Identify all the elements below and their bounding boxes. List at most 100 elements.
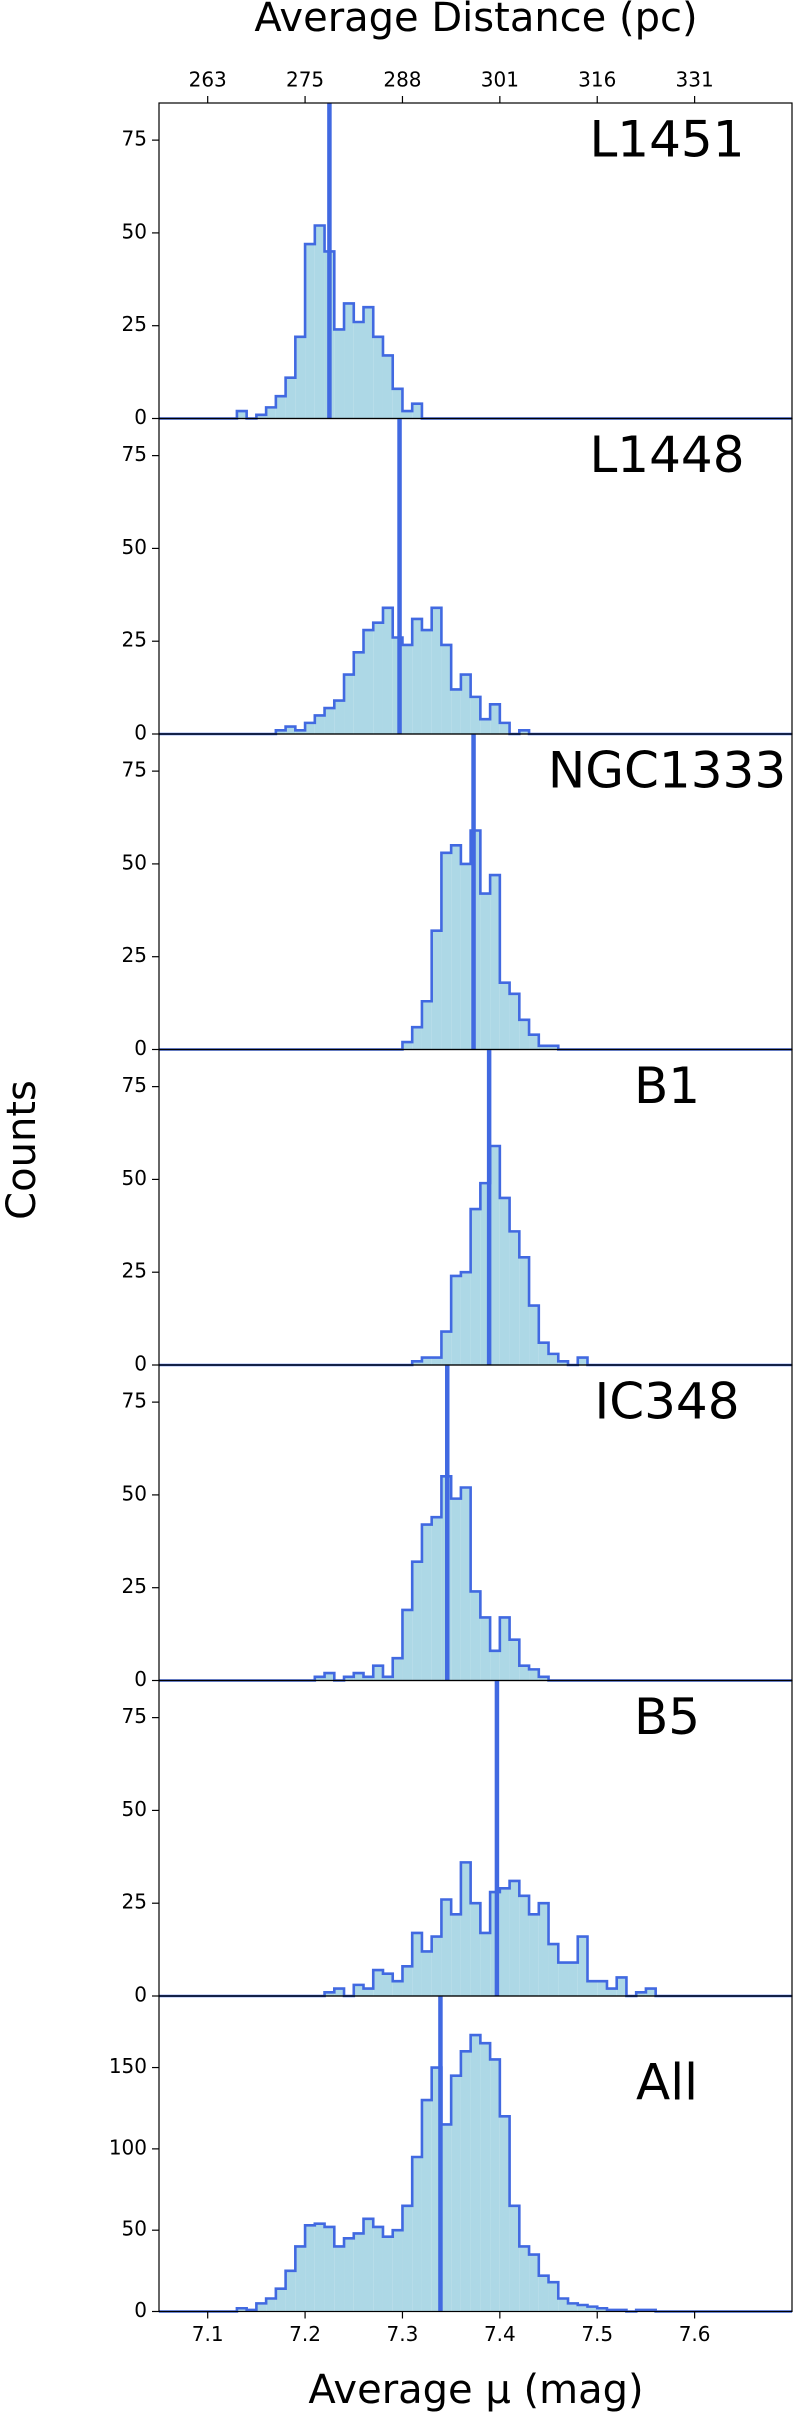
- y-tick-label: 75: [122, 1073, 147, 1097]
- histogram-bar: [451, 689, 461, 734]
- histogram-outline: [159, 606, 792, 736]
- y-tick-label: 75: [122, 1389, 147, 1413]
- histogram-bar: [529, 1305, 539, 1365]
- histogram-outline: [159, 829, 792, 1051]
- y-tick-label: 0: [134, 1983, 147, 2007]
- histogram-bar: [460, 674, 471, 734]
- histogram-bar: [324, 708, 335, 734]
- histogram-bar: [538, 1045, 549, 1050]
- histogram-bar: [402, 1609, 413, 1681]
- histogram-outline: [159, 1861, 792, 1998]
- histogram-bar: [499, 1888, 510, 1996]
- histogram-bar: [460, 2051, 471, 2312]
- histogram-bar: [587, 1981, 598, 1996]
- y-tick-label: 75: [122, 442, 147, 466]
- histogram-bar: [519, 730, 530, 734]
- y-tick-label: 25: [122, 628, 147, 652]
- x-tick-label: 7.3: [387, 2322, 419, 2346]
- histogram-bar: [295, 2246, 306, 2312]
- histogram-bar: [441, 852, 452, 1050]
- histogram-bar: [509, 1231, 520, 1365]
- histogram-bar: [285, 726, 296, 734]
- histogram-bar: [412, 403, 422, 419]
- histogram-bar: [441, 2124, 452, 2312]
- histogram-bar: [353, 2233, 364, 2312]
- histogram-bar: [344, 674, 354, 734]
- histogram-bar: [538, 2275, 549, 2312]
- histogram-bar: [636, 1992, 646, 1996]
- histogram-bar: [324, 2226, 335, 2312]
- histogram-bar: [529, 1914, 539, 1996]
- histogram-bar: [597, 2308, 607, 2312]
- histogram-bar: [421, 2100, 432, 2312]
- histogram-bar: [460, 1487, 471, 1681]
- histogram-bar: [597, 1981, 607, 1996]
- histogram-bar: [256, 2303, 267, 2312]
- y-tick-label: 0: [134, 405, 147, 429]
- histogram-bar: [344, 1676, 354, 1681]
- top-tick-label: 263: [189, 68, 227, 92]
- y-tick-label: 25: [122, 1574, 147, 1598]
- histogram-bar: [499, 1617, 510, 1681]
- histogram-bar: [412, 1932, 422, 1996]
- y-tick-label: 75: [122, 758, 147, 782]
- histogram-outline: [159, 1144, 792, 1367]
- histogram-bar: [460, 863, 471, 1050]
- histogram-bar: [490, 1146, 500, 1365]
- histogram-bar: [548, 2282, 559, 2312]
- histogram-bar: [421, 1951, 432, 1996]
- histogram-bar: [431, 2067, 442, 2312]
- histogram-bar: [460, 1272, 471, 1365]
- histogram-bar: [470, 1591, 481, 1681]
- histogram-bar: [519, 2246, 530, 2312]
- panel-label: L1448: [589, 426, 744, 484]
- histogram-bar: [509, 993, 520, 1050]
- histogram-bar: [402, 1042, 413, 1050]
- histogram-bar: [431, 930, 442, 1050]
- top-axis-label: Average Distance (pc): [254, 0, 697, 41]
- x-tick-label: 7.2: [289, 2322, 321, 2346]
- histogram-bar: [363, 2218, 374, 2312]
- y-tick-label: 25: [122, 1890, 147, 1914]
- histogram-bar: [392, 1658, 403, 1681]
- y-tick-label: 25: [122, 1259, 147, 1283]
- histogram-bar: [431, 1517, 442, 1681]
- x-tick-label: 7.6: [679, 2322, 711, 2346]
- histogram-bar: [285, 377, 296, 419]
- histogram-bar: [480, 893, 491, 1050]
- panel-label: All: [636, 2054, 698, 2112]
- histogram-bar: [577, 1936, 588, 1996]
- panel-label: B5: [634, 1688, 700, 1746]
- histogram-bar: [314, 715, 325, 734]
- histogram-bar: [538, 1676, 549, 1681]
- histogram-bar: [324, 1992, 335, 1996]
- y-tick-label: 50: [122, 850, 147, 874]
- histogram-bar: [412, 1361, 422, 1365]
- histogram-bar: [460, 1862, 471, 1996]
- histogram-bar: [382, 1676, 393, 1681]
- y-tick-label: 0: [134, 1036, 147, 1060]
- histogram-bar: [392, 388, 403, 419]
- histogram-bar: [266, 2298, 276, 2312]
- x-tick-label: 7.1: [192, 2322, 224, 2346]
- histogram-bar: [490, 704, 500, 734]
- histogram-bar: [431, 1357, 442, 1365]
- histogram-bar: [344, 303, 354, 419]
- histogram-bar: [499, 722, 510, 734]
- histogram-bar: [441, 1899, 452, 1996]
- histogram-bar: [490, 2059, 500, 2312]
- panel-label: IC348: [594, 1373, 739, 1431]
- histogram-bar: [373, 622, 383, 734]
- histogram-bar: [382, 2236, 393, 2312]
- histogram-bar: [470, 1209, 481, 1365]
- histogram-bar: [266, 407, 276, 419]
- histogram-bar: [499, 2116, 510, 2312]
- top-tick-label: 301: [481, 68, 519, 92]
- histogram-bar: [382, 1973, 393, 1996]
- top-tick-label: 316: [578, 68, 616, 92]
- histogram-bar: [499, 1197, 510, 1365]
- histogram-bar: [568, 2303, 578, 2312]
- histogram-bar: [305, 2225, 315, 2312]
- histogram-bar: [529, 1034, 539, 1050]
